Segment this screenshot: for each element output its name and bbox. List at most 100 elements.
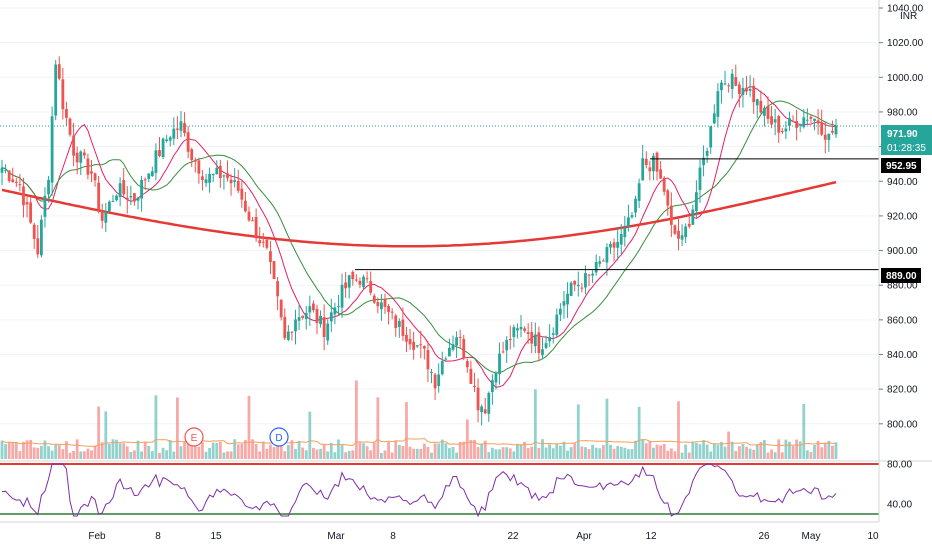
candle-body bbox=[594, 261, 598, 273]
horizontal-levels bbox=[0, 125, 879, 271]
volume-bar bbox=[247, 395, 251, 459]
candle-body bbox=[712, 113, 716, 124]
last-price-badge: 971.90 01:28:35 bbox=[881, 125, 932, 155]
volume-bar bbox=[659, 445, 663, 459]
candle-body bbox=[440, 361, 444, 375]
candle-body bbox=[766, 106, 770, 119]
candle-body bbox=[648, 167, 652, 172]
candle-body bbox=[104, 211, 108, 223]
candle-body bbox=[32, 224, 36, 239]
volume-bar bbox=[580, 446, 584, 459]
candle-body bbox=[154, 150, 158, 173]
volume-bar bbox=[831, 445, 834, 459]
candle-body bbox=[107, 201, 111, 212]
candle-body bbox=[752, 85, 756, 103]
candle-body bbox=[158, 150, 161, 156]
time-tick-label: 10 bbox=[867, 531, 879, 542]
volume-bar bbox=[691, 441, 695, 459]
volume-bar bbox=[380, 452, 383, 459]
volume-bar bbox=[337, 439, 340, 459]
volume-bar bbox=[90, 450, 93, 459]
time-tick-label: 8 bbox=[155, 531, 161, 542]
price-tick-label: 880.00 bbox=[887, 281, 918, 292]
volume-bar bbox=[788, 441, 791, 459]
candle-body bbox=[462, 338, 466, 359]
candle-body bbox=[705, 150, 709, 156]
bar-countdown: 01:28:35 bbox=[887, 143, 926, 154]
volume-bar bbox=[261, 441, 265, 459]
volume-bar bbox=[626, 449, 630, 459]
candle-body bbox=[22, 186, 25, 206]
volume-bar bbox=[211, 442, 215, 459]
volume-bar bbox=[43, 440, 47, 459]
volume-bars bbox=[0, 380, 838, 459]
volume-bar bbox=[125, 446, 129, 459]
volume-bar bbox=[816, 440, 820, 459]
earnings-marker[interactable]: E bbox=[184, 427, 204, 447]
volume-bar bbox=[505, 447, 509, 459]
candle-body bbox=[755, 99, 759, 106]
candle-body bbox=[591, 273, 595, 276]
candle-body bbox=[687, 223, 691, 227]
candle-body bbox=[805, 119, 809, 121]
candle-body bbox=[748, 89, 752, 91]
candle-body bbox=[422, 346, 426, 349]
dividend-marker[interactable]: D bbox=[269, 427, 289, 447]
volume-bar bbox=[32, 447, 36, 459]
volume-bar bbox=[444, 443, 448, 459]
candle-body bbox=[698, 167, 702, 191]
volume-bar bbox=[605, 398, 609, 459]
volume-bar bbox=[18, 451, 22, 459]
candle-body bbox=[7, 170, 11, 181]
volume-bar bbox=[448, 448, 451, 459]
volume-bar bbox=[82, 451, 86, 459]
candle-body bbox=[226, 173, 229, 179]
candle-body bbox=[90, 171, 93, 174]
candle-body bbox=[823, 134, 827, 140]
candle-body bbox=[236, 180, 240, 191]
volume-bar bbox=[72, 450, 75, 459]
volume-bar bbox=[512, 451, 516, 459]
price-tick-label: 940.00 bbox=[887, 177, 918, 188]
volume-bar bbox=[286, 444, 290, 459]
volume-bar bbox=[745, 446, 748, 459]
volume-bar bbox=[820, 447, 824, 459]
volume-bar bbox=[97, 406, 101, 459]
volume-bar bbox=[240, 443, 244, 459]
volume-bar bbox=[587, 449, 591, 459]
candle-body bbox=[354, 279, 358, 281]
volume-bar bbox=[376, 397, 380, 459]
candle-body bbox=[344, 282, 348, 289]
candle-body bbox=[183, 123, 186, 133]
candle-body bbox=[351, 271, 355, 280]
volume-bar bbox=[7, 442, 11, 459]
volume-bar bbox=[612, 448, 616, 459]
volume-bar bbox=[39, 445, 43, 459]
volume-bar bbox=[258, 451, 262, 459]
candle-body bbox=[261, 241, 265, 243]
time-axis[interactable]: Feb 8 15 Mar 8 22 Apr 12 26 May 10 bbox=[88, 531, 879, 542]
candle-body bbox=[290, 331, 294, 333]
candle-body bbox=[100, 210, 104, 221]
candle-body bbox=[637, 183, 641, 201]
volume-bar bbox=[813, 444, 816, 459]
volume-bar bbox=[218, 441, 222, 459]
candle-body bbox=[791, 120, 795, 122]
candle-body bbox=[340, 284, 344, 308]
volume-bar bbox=[304, 450, 308, 459]
candle-body bbox=[4, 169, 7, 171]
candle-body bbox=[802, 117, 806, 128]
candle-body bbox=[79, 151, 83, 163]
volume-bar bbox=[455, 452, 458, 459]
candle-body bbox=[562, 301, 566, 306]
candle-body bbox=[283, 316, 287, 339]
candle-body bbox=[831, 130, 834, 133]
candle-body bbox=[465, 361, 469, 368]
candle-body bbox=[834, 125, 838, 135]
candle-body bbox=[54, 64, 58, 116]
volume-bar bbox=[734, 450, 738, 459]
candle-body bbox=[68, 118, 72, 135]
candle-body bbox=[691, 209, 695, 225]
volume-bar bbox=[236, 444, 240, 459]
